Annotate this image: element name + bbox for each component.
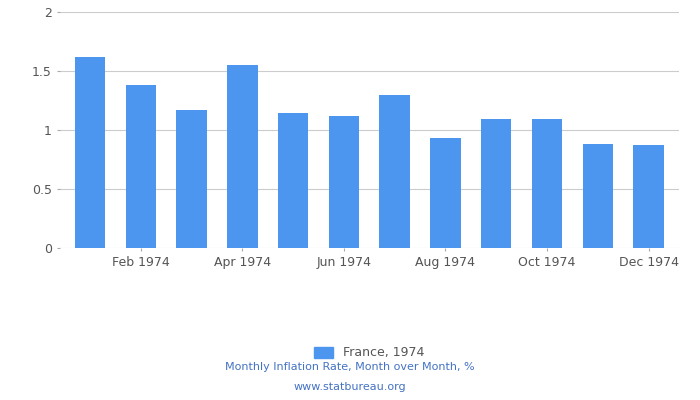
- Bar: [430, 138, 461, 248]
- Text: www.statbureau.org: www.statbureau.org: [294, 382, 406, 392]
- Bar: [75, 57, 105, 248]
- Bar: [328, 116, 359, 248]
- Text: Monthly Inflation Rate, Month over Month, %: Monthly Inflation Rate, Month over Month…: [225, 362, 475, 372]
- Bar: [278, 114, 308, 248]
- Bar: [125, 85, 156, 248]
- Legend: France, 1974: France, 1974: [309, 342, 429, 364]
- Bar: [532, 119, 562, 248]
- Bar: [227, 65, 258, 248]
- Bar: [582, 144, 613, 248]
- Bar: [379, 95, 410, 248]
- Bar: [634, 145, 664, 248]
- Bar: [481, 119, 512, 248]
- Bar: [176, 110, 206, 248]
